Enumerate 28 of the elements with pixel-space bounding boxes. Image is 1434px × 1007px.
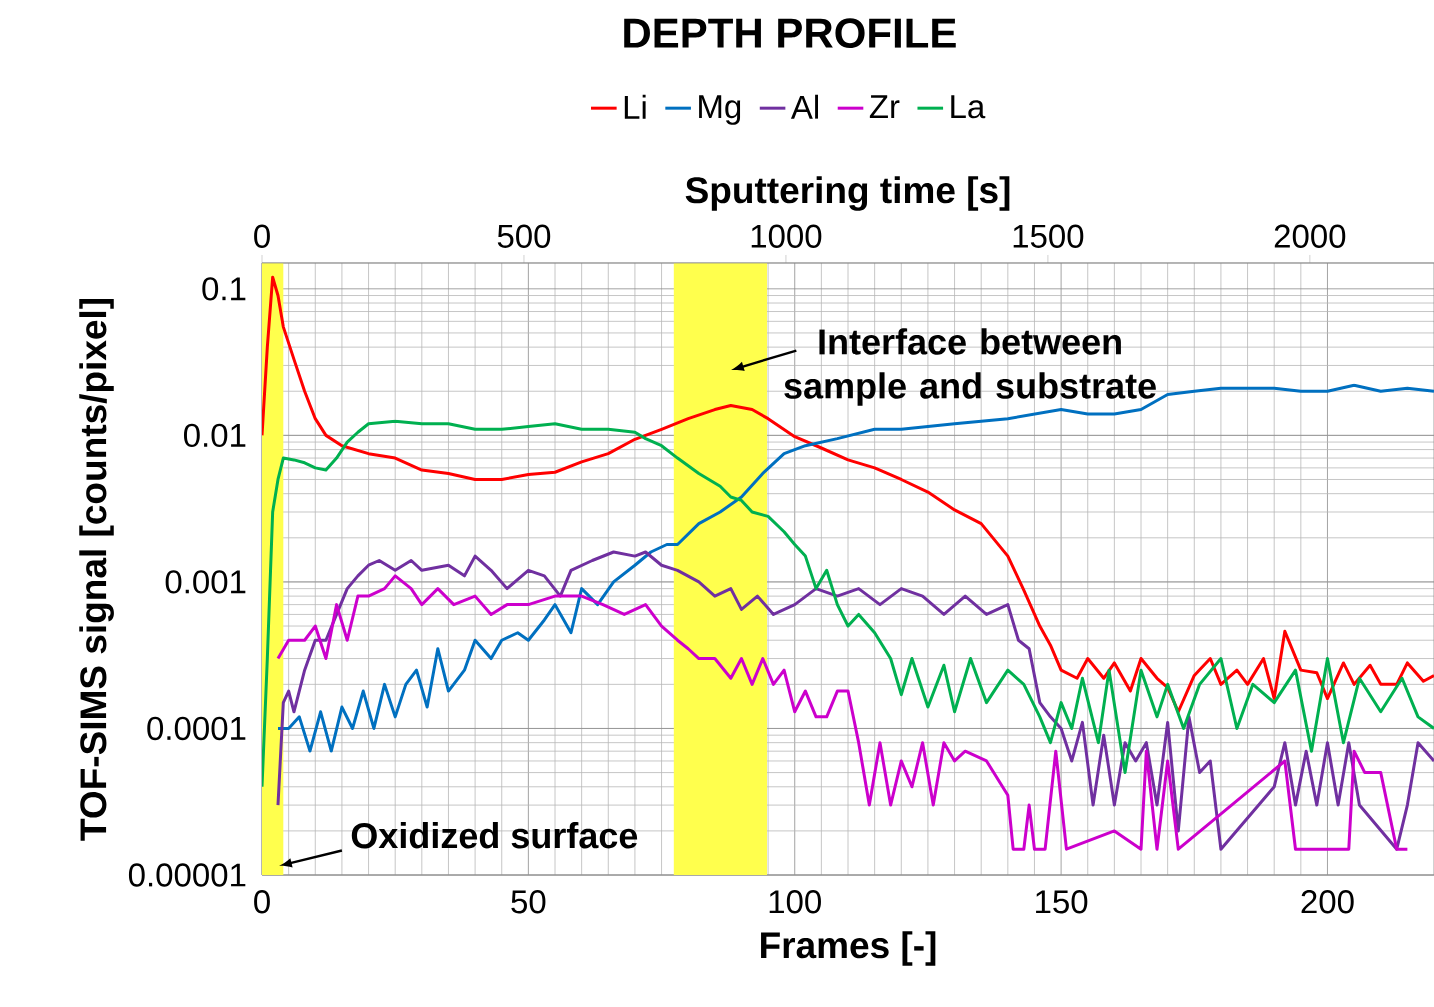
band-label: Oxidized surface <box>351 822 638 849</box>
y-tick-label: 0.01 <box>184 423 246 448</box>
line-series <box>262 419 1434 789</box>
x-axis-title: Frames [-] <box>761 931 936 966</box>
x2-tick-label: 2000 <box>1274 224 1346 248</box>
legend-label: Mg <box>699 95 741 125</box>
x-tick-label: 100 <box>769 890 821 914</box>
x2-tick-label: 0 <box>254 224 270 248</box>
y-axis-title: TOF-SIMS signal [counts/pixel] <box>79 299 114 841</box>
x-tick-label: 50 <box>511 890 546 914</box>
x2-tick-label: 1000 <box>751 224 822 248</box>
y-tick-label: 0.0001 <box>147 716 246 741</box>
x-tick-label: 150 <box>1036 890 1088 914</box>
legend-label: Al <box>790 94 818 119</box>
x2-tick-label: 500 <box>497 224 551 248</box>
legend-label: Zr <box>869 95 900 119</box>
band-label: Interface between sample and substrate <box>784 328 1156 406</box>
x-tick-label: 200 <box>1301 890 1354 914</box>
y-tick-label: 0.00001 <box>128 863 246 887</box>
x2-tick-label: 1500 <box>1013 224 1084 248</box>
x2-axis-title: Sputtering time [s] <box>685 176 1010 211</box>
legend-label: Li <box>624 94 646 119</box>
chart-title: DEPTH PROFILE <box>624 18 956 49</box>
y-tick-label: 0.001 <box>165 570 246 594</box>
x-tick-label: 0 <box>254 890 270 914</box>
legend-label: La <box>951 95 986 119</box>
y-tick-label: 0.1 <box>202 277 246 301</box>
line-series <box>262 275 1434 714</box>
